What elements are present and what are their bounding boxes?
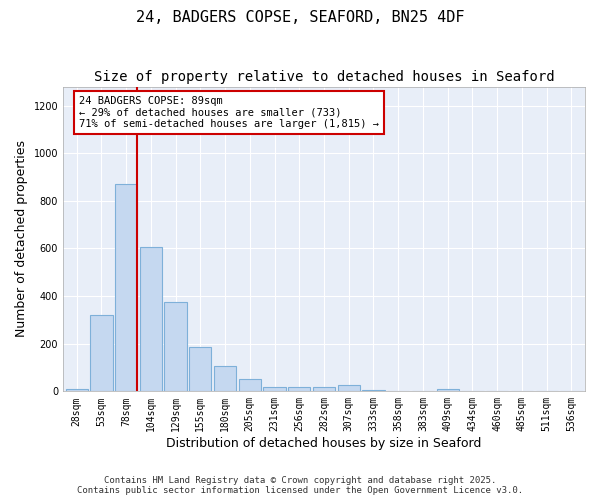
Bar [263,386,286,392]
Bar [65,389,88,392]
Bar [189,348,211,392]
Text: 24, BADGERS COPSE, SEAFORD, BN25 4DF: 24, BADGERS COPSE, SEAFORD, BN25 4DF [136,10,464,25]
Bar [362,390,385,392]
Bar [90,315,113,392]
Text: 24 BADGERS COPSE: 89sqm
← 29% of detached houses are smaller (733)
71% of semi-d: 24 BADGERS COPSE: 89sqm ← 29% of detache… [79,96,379,130]
X-axis label: Distribution of detached houses by size in Seaford: Distribution of detached houses by size … [166,437,482,450]
Bar [214,366,236,392]
Bar [140,248,162,392]
Bar [338,386,360,392]
Y-axis label: Number of detached properties: Number of detached properties [15,140,28,338]
Title: Size of property relative to detached houses in Seaford: Size of property relative to detached ho… [94,70,554,84]
Bar [313,387,335,392]
Bar [115,184,137,392]
Bar [239,380,261,392]
Bar [288,387,310,392]
Bar [164,302,187,392]
Text: Contains HM Land Registry data © Crown copyright and database right 2025.
Contai: Contains HM Land Registry data © Crown c… [77,476,523,495]
Bar [437,389,459,392]
